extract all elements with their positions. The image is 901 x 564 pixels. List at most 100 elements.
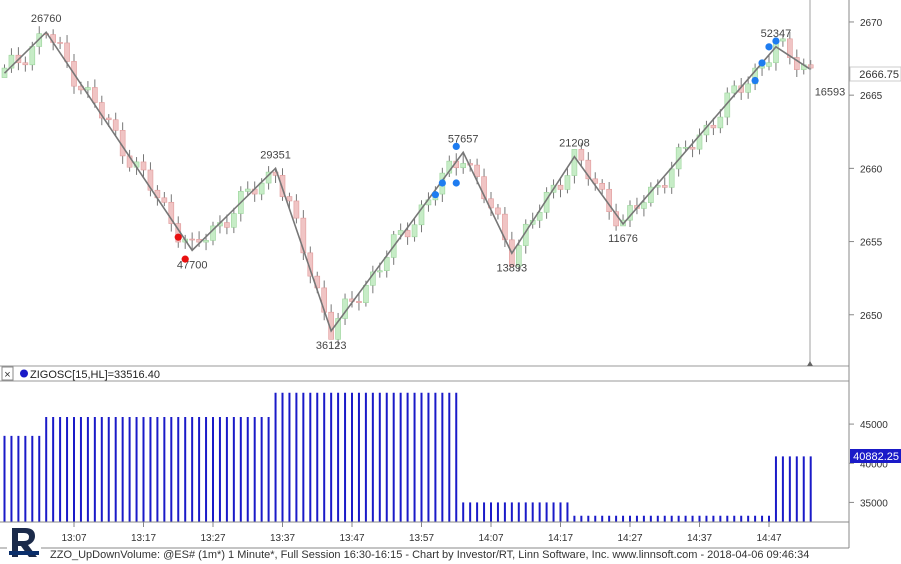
time-tick-label: 13:17	[131, 533, 156, 544]
dot-icon	[20, 369, 28, 378]
candle	[536, 211, 543, 221]
zigzag-volume-label: 52347	[761, 28, 792, 40]
candle	[279, 175, 286, 197]
candle	[22, 62, 29, 66]
candle	[231, 213, 237, 228]
osc-tick-label: 35000	[860, 498, 888, 509]
candle	[85, 87, 91, 91]
candle	[515, 245, 522, 267]
time-tick-label: 13:57	[409, 533, 434, 544]
close-icon[interactable]	[1, 366, 14, 381]
candle	[112, 119, 119, 131]
time-tick-label: 14:17	[548, 533, 573, 544]
candle	[564, 175, 571, 190]
candle	[64, 42, 70, 62]
candle	[495, 207, 501, 215]
time-tick-label: 13:27	[200, 533, 225, 544]
osc-value-box	[850, 449, 901, 463]
price-tick-label: 2660	[860, 164, 883, 175]
signal-marker	[174, 233, 182, 241]
candle	[383, 257, 390, 271]
zigzag-volume-label: 47700	[177, 259, 208, 271]
time-tick-label: 14:27	[617, 533, 642, 544]
close-price-box	[849, 66, 901, 82]
candle	[745, 83, 751, 93]
price-panel: 2650 2655 2660 2665 2670 26760 47700 29351 36123…	[1, 13, 883, 352]
candle	[641, 202, 647, 209]
candle	[766, 62, 772, 67]
candle	[189, 238, 195, 241]
time-tick-label: 13:37	[270, 533, 295, 544]
candle	[8, 54, 15, 69]
candle	[29, 46, 36, 66]
zigzag-volume-label: 36123	[316, 340, 347, 352]
investor-rt-logo	[7, 526, 41, 560]
zigzag-volume-label: 13893	[497, 262, 528, 274]
candle	[168, 201, 175, 224]
time-tick-label: 13:47	[339, 533, 364, 544]
candle	[474, 164, 480, 177]
candle	[411, 224, 418, 238]
candle	[363, 285, 369, 303]
candle	[668, 168, 675, 188]
candle	[335, 318, 341, 340]
candle	[286, 196, 293, 202]
zigzag-volume-label: 11676	[608, 233, 638, 245]
signal-marker	[751, 76, 759, 85]
candle	[793, 57, 800, 70]
candle	[682, 147, 689, 149]
time-tick-label: 14:47	[756, 533, 781, 544]
candle	[105, 117, 112, 121]
zigzag-volume-label: 29351	[260, 149, 291, 161]
candle	[787, 38, 793, 58]
price-tick-label: 2650	[860, 311, 883, 322]
indicator-title[interactable]: ZIGOSC[15,HL]=33516.40	[30, 369, 160, 381]
osc-value-label: 40882.25	[853, 451, 899, 463]
candle	[675, 147, 682, 170]
candle	[689, 147, 696, 150]
price-tick-label: 2665	[860, 91, 883, 102]
signal-marker	[772, 37, 780, 45]
candle	[293, 200, 300, 219]
signal-marker	[431, 191, 439, 199]
signal-marker	[452, 142, 460, 150]
candle	[717, 116, 724, 129]
candle	[780, 38, 786, 42]
price-tick-label: 2670	[860, 18, 883, 29]
candle	[140, 161, 147, 171]
candle	[585, 159, 592, 180]
osc-tick-label: 45000	[860, 420, 888, 431]
candle	[578, 149, 585, 161]
candle	[356, 301, 362, 303]
candle	[147, 169, 154, 191]
candle	[161, 197, 168, 203]
time-tick-label: 14:37	[687, 533, 712, 544]
candle	[376, 270, 383, 273]
candle	[57, 42, 63, 44]
zigzag-volume-label: 26760	[31, 13, 62, 25]
candle	[418, 204, 425, 226]
candle	[571, 149, 578, 176]
footer-caption: ZZO_UpDownVolume: @ES# (1m*) 1 Minute*, …	[50, 549, 810, 561]
candle	[731, 85, 738, 94]
candle	[599, 183, 606, 190]
zigzag-line	[3, 30, 812, 333]
candle	[710, 124, 717, 129]
candle	[481, 176, 487, 200]
signal-marker	[181, 255, 189, 263]
time-tick-label: 13:07	[61, 533, 86, 544]
cursor-marker-icon	[807, 361, 813, 366]
osc-tick-label: 40000	[860, 459, 888, 470]
zigzag-volume-label: 21208	[559, 138, 590, 150]
close-icon-glyph: ×	[4, 369, 10, 381]
price-tick-label: 2655	[860, 238, 883, 249]
candle	[557, 184, 564, 190]
signal-marker	[438, 179, 446, 187]
candle	[661, 185, 668, 188]
signal-marker	[765, 43, 773, 51]
time-axis: 13:07 13:17 13:27 13:37 13:47 13:57 14:07 14:17…	[61, 522, 782, 544]
oscillator-panel: 35000 40000 45000	[3, 392, 888, 522]
candle	[300, 217, 307, 254]
signal-marker	[758, 59, 766, 67]
